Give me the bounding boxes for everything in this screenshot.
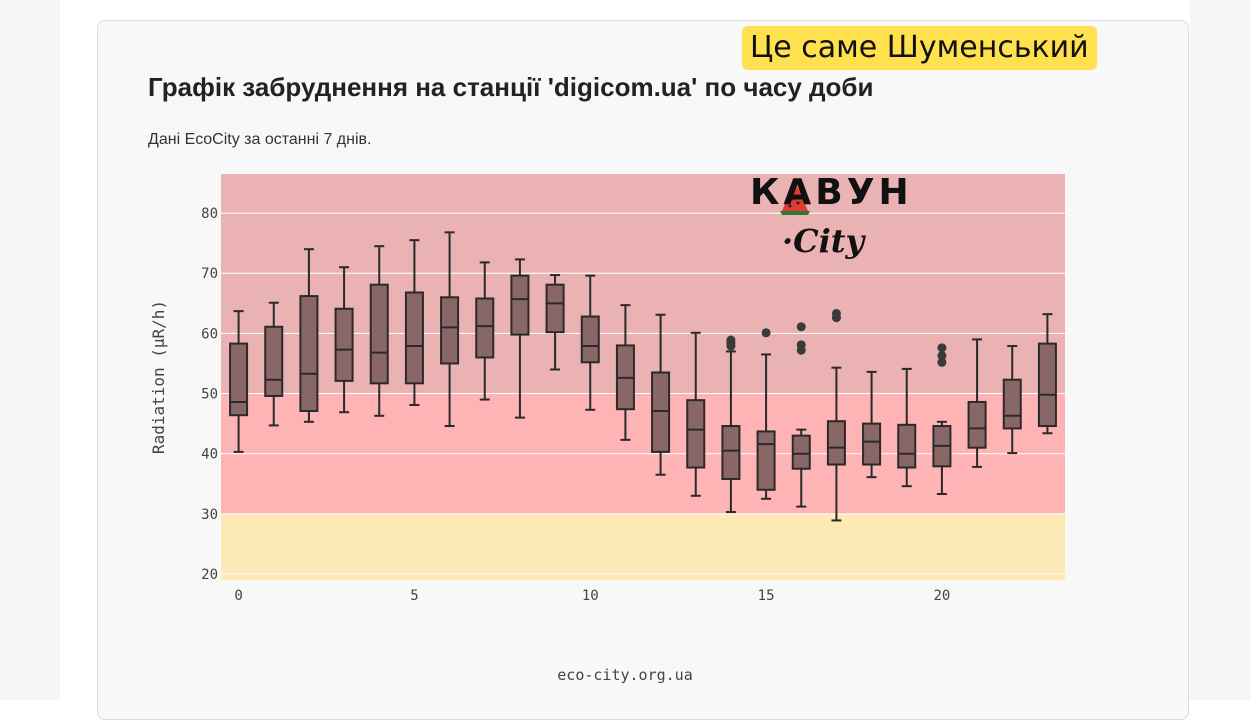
box-iqr [686,399,706,469]
box-iqr [229,342,249,417]
box-hour-5 [404,239,424,406]
background-band-0 [221,513,1065,580]
box-iqr [440,296,460,365]
box-hour-4 [369,245,389,417]
box-iqr [1037,342,1057,428]
x-tick-label: 5 [410,588,418,604]
x-tick-label: 15 [758,588,775,604]
box-hour-11 [615,304,635,441]
y-tick-label: 40 [201,447,218,463]
x-tick-label: 10 [582,588,599,604]
box-hour-18 [862,370,882,479]
box-iqr [791,434,811,470]
box-iqr [545,283,565,334]
outlier-point [937,343,947,353]
outlier-point [937,351,947,361]
outlier-point [761,328,771,338]
y-tick-label: 60 [201,326,218,342]
y-tick-label: 80 [201,206,218,222]
box-iqr [334,307,354,382]
box-iqr [651,371,671,453]
caption-badge: Це саме Шуменський [742,26,1097,70]
box-hour-2 [299,248,319,423]
box-hour-20 [932,343,952,495]
outlier-point [796,322,806,332]
y-tick-label: 20 [201,567,218,583]
outlier-point [726,335,736,345]
box-hour-6 [440,231,460,428]
box-hour-17 [826,309,846,522]
box-iqr [404,291,424,385]
box-hour-22 [1002,345,1022,455]
outlier-point [796,340,806,350]
box-iqr [967,400,987,449]
y-axis-label: Radiation (μR/h) [149,300,168,454]
box-hour-21 [967,338,987,468]
box-hour-10 [580,274,600,411]
kavun-logo: КАВУН [750,172,913,213]
box-hour-1 [264,301,284,427]
y-tick-label: 30 [201,507,218,523]
chart-title: Графік забруднення на станції 'digicom.u… [148,72,874,102]
box-hour-19 [897,367,917,488]
box-iqr [897,423,917,469]
city-logo-text: ·City [782,222,865,260]
outlier-point [831,309,841,319]
x-tick-label: 20 [933,588,950,604]
box-hour-7 [475,261,495,401]
left-background-strip [0,0,60,700]
right-background-strip [1190,0,1250,700]
box-hour-14 [721,335,741,514]
watermelon-icon [780,181,810,215]
box-iqr [475,297,495,359]
y-tick-label: 70 [201,266,218,282]
y-tick-label: 50 [201,387,218,403]
x-tick-label: 0 [234,588,242,604]
box-iqr [1002,378,1022,430]
outlier-point [937,357,947,367]
box-iqr [510,274,530,336]
box-hour-3 [334,266,354,414]
box-iqr [826,420,846,466]
box-hour-0 [229,310,249,453]
box-hour-8 [510,258,530,419]
box-iqr [299,295,319,412]
box-hour-23 [1037,313,1057,435]
chart-subtitle: Дані EcoCity за останні 7 днів. [148,131,372,148]
box-iqr [580,315,600,364]
footer-source: eco-city.org.ua [557,666,693,684]
box-iqr [721,425,741,480]
box-hour-13 [686,331,706,497]
box-iqr [862,422,882,466]
box-plot: 20 30 40 50 60 70 80 0 5 10 15 20 Radiation (μR/h) [149,174,1065,604]
box-iqr [369,283,389,385]
box-iqr [264,325,284,397]
background-band-2 [221,174,1065,394]
box-hour-15 [756,328,776,500]
box-hour-12 [651,313,671,476]
box-hour-9 [545,274,565,371]
box-iqr [756,430,776,491]
box-hour-16 [791,322,811,508]
